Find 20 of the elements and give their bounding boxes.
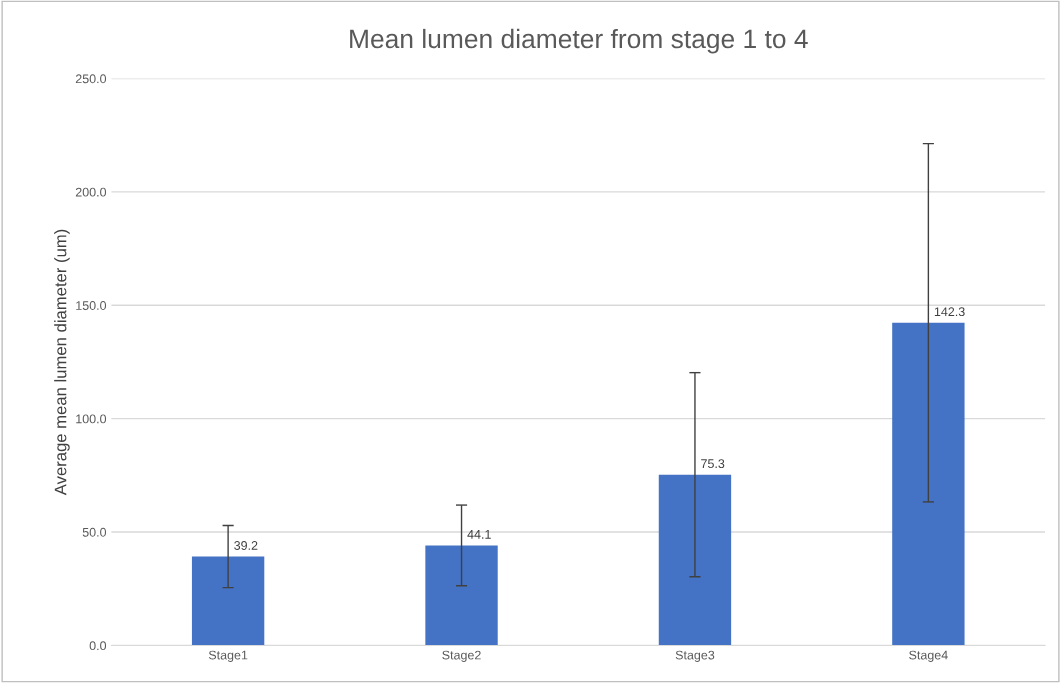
chart-title: Mean lumen diameter from stage 1 to 4 <box>350 28 808 54</box>
y-axis-title: Average mean lumen diameter (um) <box>54 229 70 496</box>
y-tick-label: 150.0 <box>76 301 107 310</box>
x-tick-label: Stage2 <box>442 650 481 662</box>
bar <box>425 545 498 646</box>
data-label: 39.2 <box>234 541 258 550</box>
bar <box>658 474 732 646</box>
x-tick-label: Stage3 <box>675 650 715 662</box>
x-tick-label: Stage4 <box>909 650 948 662</box>
y-tick-label: 100.0 <box>76 414 107 424</box>
y-tick-label: 50.0 <box>82 527 107 537</box>
x-tick-label: Stage1 <box>208 650 248 662</box>
y-tick-label: 0.0 <box>89 641 107 651</box>
bar <box>191 556 265 646</box>
y-tick-label: 200.0 <box>75 187 107 197</box>
data-label: 142.3 <box>934 307 965 317</box>
data-label: 44.1 <box>467 530 491 539</box>
bar <box>892 322 965 646</box>
data-label: 75.3 <box>701 459 725 469</box>
y-tick-label: 250.0 <box>75 74 107 84</box>
